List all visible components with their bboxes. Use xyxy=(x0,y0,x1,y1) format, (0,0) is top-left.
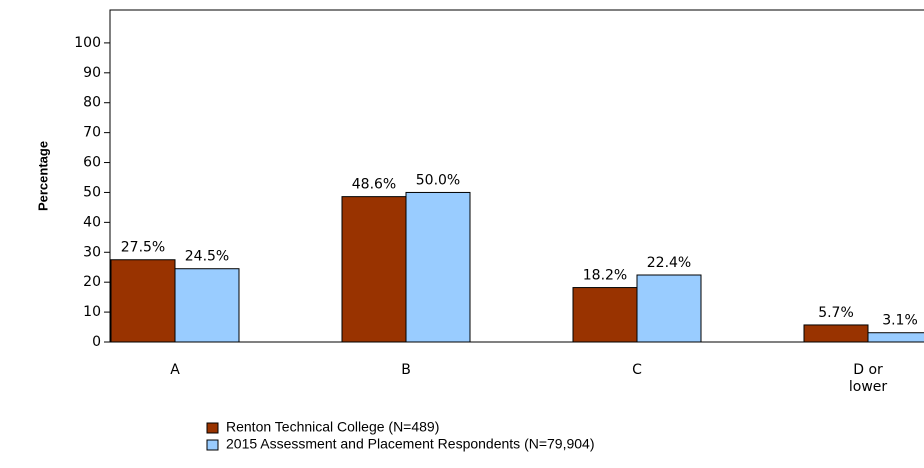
legend-label: 2015 Assessment and Placement Respondent… xyxy=(226,436,595,452)
bar xyxy=(341,196,407,343)
bar xyxy=(174,268,240,343)
y-tick-label: 0 xyxy=(92,334,101,350)
value-label: 48.6% xyxy=(352,177,396,193)
y-tick-label: 20 xyxy=(83,274,101,290)
y-tick-label: 40 xyxy=(83,214,101,230)
value-label: 22.4% xyxy=(647,255,691,271)
bar xyxy=(572,287,638,343)
y-tick-label: 50 xyxy=(83,184,101,200)
legend-swatch xyxy=(206,422,219,434)
bar xyxy=(867,332,924,343)
legend-swatch xyxy=(206,439,219,451)
bar xyxy=(636,274,702,343)
y-tick-label: 30 xyxy=(83,244,101,260)
value-label: 3.1% xyxy=(882,313,918,329)
bar xyxy=(803,324,869,343)
y-tick-label: 10 xyxy=(83,304,101,320)
bar xyxy=(110,259,176,343)
y-tick-label: 100 xyxy=(74,35,101,51)
y-axis-label: Percentage xyxy=(35,141,50,211)
x-tick-label: B xyxy=(401,362,411,378)
value-label: 27.5% xyxy=(121,240,165,256)
value-label: 50.0% xyxy=(416,172,460,188)
value-label: 5.7% xyxy=(818,305,854,321)
x-tick-label: D or lower xyxy=(849,362,888,395)
y-tick-label: 70 xyxy=(83,125,101,141)
y-tick-label: 80 xyxy=(83,95,101,111)
x-tick-label: A xyxy=(170,362,180,378)
x-tick-label: C xyxy=(632,362,642,378)
legend-label: Renton Technical College (N=489) xyxy=(226,419,439,435)
value-label: 24.5% xyxy=(185,249,229,265)
y-tick-label: 60 xyxy=(83,155,101,171)
value-label: 18.2% xyxy=(583,268,627,284)
bar xyxy=(405,191,471,343)
y-tick-label: 90 xyxy=(83,65,101,81)
